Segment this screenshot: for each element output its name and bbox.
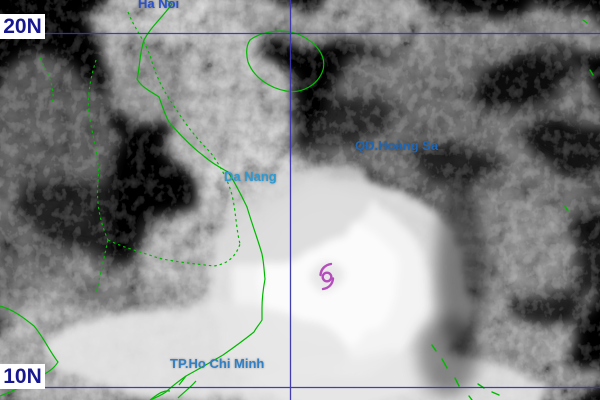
- islands-specks: [431, 19, 594, 400]
- latitude-label-10n: 10N: [0, 364, 45, 389]
- place-label-ho-chi-minh: TP.Ho Chi Minh: [170, 356, 265, 371]
- cloud-shadow: [418, 180, 488, 396]
- place-label-hoangsa: QĐ.Hoàng Sa: [355, 138, 439, 153]
- typhoon-center-marker-icon: [319, 262, 335, 291]
- mekong-delta-rivers: [149, 375, 197, 400]
- country-borders-dotted: [39, 11, 241, 295]
- typhoon-cloud-mass: [45, 163, 540, 400]
- latitude-label-20n: 20N: [0, 14, 45, 39]
- place-label-danang: Da Nang: [224, 169, 277, 184]
- place-label-hanoi: Ha Noi: [138, 0, 180, 11]
- vietnam-coastline: [136, 0, 266, 400]
